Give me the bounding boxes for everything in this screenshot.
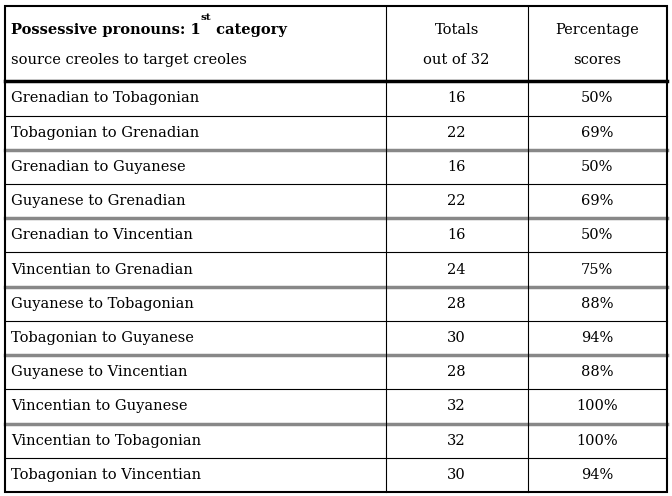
Text: 32: 32 xyxy=(448,434,466,448)
Text: st: st xyxy=(200,13,211,22)
Text: Tobagonian to Guyanese: Tobagonian to Guyanese xyxy=(11,331,194,345)
Text: 69%: 69% xyxy=(581,194,614,208)
Text: 88%: 88% xyxy=(581,297,614,311)
Text: 94%: 94% xyxy=(581,468,614,482)
Text: Vincentian to Grenadian: Vincentian to Grenadian xyxy=(11,262,193,277)
Text: Grenadian to Guyanese: Grenadian to Guyanese xyxy=(11,160,185,174)
Text: 75%: 75% xyxy=(581,262,614,277)
Text: Guyanese to Vincentian: Guyanese to Vincentian xyxy=(11,365,187,379)
Text: 16: 16 xyxy=(448,228,466,243)
Text: 94%: 94% xyxy=(581,331,614,345)
Text: 32: 32 xyxy=(448,399,466,414)
Text: 100%: 100% xyxy=(577,399,618,414)
Text: Percentage: Percentage xyxy=(555,23,639,37)
Text: out of 32: out of 32 xyxy=(423,53,490,67)
Text: source creoles to target creoles: source creoles to target creoles xyxy=(11,53,247,67)
Text: Guyanese to Grenadian: Guyanese to Grenadian xyxy=(11,194,185,208)
Text: 50%: 50% xyxy=(581,228,614,243)
Text: 50%: 50% xyxy=(581,91,614,106)
Text: Grenadian to Vincentian: Grenadian to Vincentian xyxy=(11,228,193,243)
Text: 22: 22 xyxy=(448,194,466,208)
Text: Vincentian to Guyanese: Vincentian to Guyanese xyxy=(11,399,187,414)
Text: 24: 24 xyxy=(448,262,466,277)
Text: 30: 30 xyxy=(448,468,466,482)
Text: 22: 22 xyxy=(448,125,466,140)
Text: 16: 16 xyxy=(448,160,466,174)
Text: Totals: Totals xyxy=(435,23,479,37)
Text: 69%: 69% xyxy=(581,125,614,140)
Text: Tobagonian to Grenadian: Tobagonian to Grenadian xyxy=(11,125,199,140)
Text: 30: 30 xyxy=(448,331,466,345)
Text: Vincentian to Tobagonian: Vincentian to Tobagonian xyxy=(11,434,201,448)
Text: 50%: 50% xyxy=(581,160,614,174)
Text: 100%: 100% xyxy=(577,434,618,448)
Text: 28: 28 xyxy=(448,365,466,379)
Text: category: category xyxy=(211,23,287,37)
Text: 28: 28 xyxy=(448,297,466,311)
Text: Grenadian to Tobagonian: Grenadian to Tobagonian xyxy=(11,91,199,106)
Text: 16: 16 xyxy=(448,91,466,106)
Text: Possessive pronouns: 1: Possessive pronouns: 1 xyxy=(11,23,200,37)
Text: Guyanese to Tobagonian: Guyanese to Tobagonian xyxy=(11,297,194,311)
Text: scores: scores xyxy=(573,53,621,67)
Text: 88%: 88% xyxy=(581,365,614,379)
Text: Tobagonian to Vincentian: Tobagonian to Vincentian xyxy=(11,468,201,482)
